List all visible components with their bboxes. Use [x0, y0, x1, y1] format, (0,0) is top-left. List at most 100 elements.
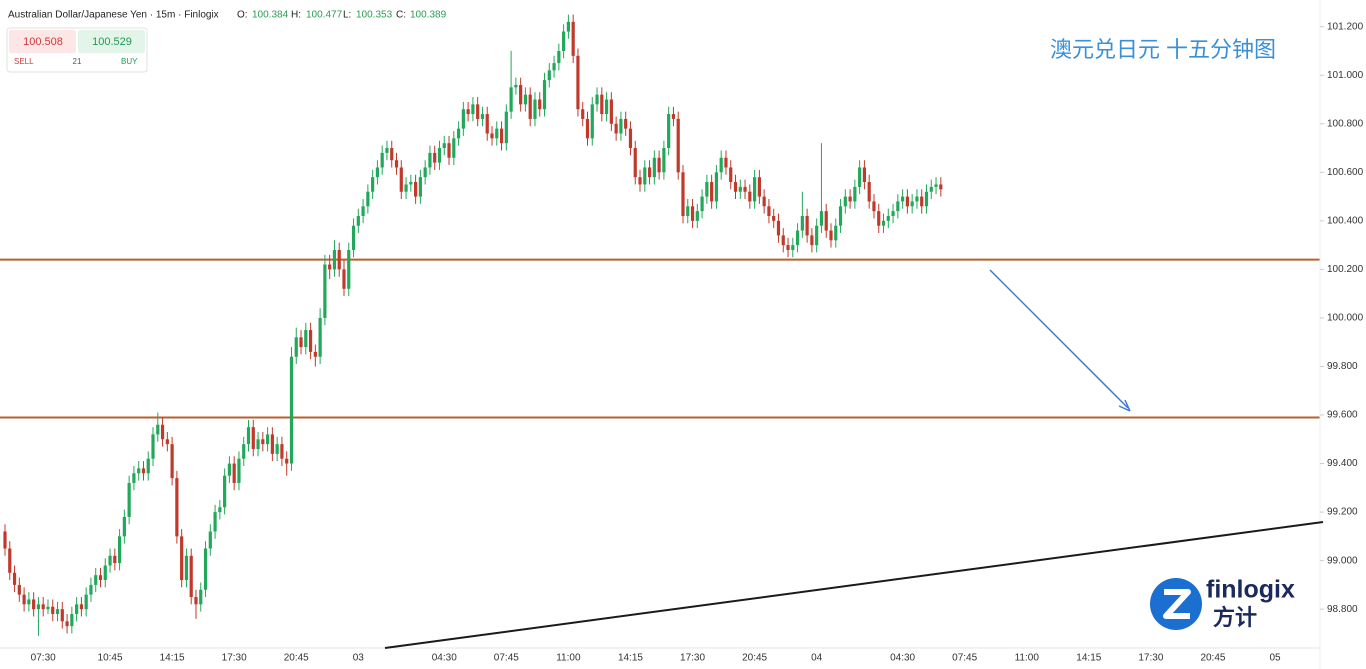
candle-body [270, 434, 274, 454]
x-tick-label: 17:30 [1138, 653, 1163, 664]
chart-title: Australian Dollar/Japanese Yen · 15m · F… [8, 10, 219, 21]
buy-label: BUY [121, 57, 138, 66]
candle-body [328, 264, 332, 270]
candle-body [437, 148, 442, 163]
candle-body [103, 565, 107, 581]
candle-body [891, 211, 895, 216]
candle-body [590, 104, 594, 139]
candle-body [433, 152, 437, 163]
candle-body [829, 230, 833, 241]
candle-body [819, 211, 824, 226]
candle-body [853, 186, 857, 202]
candle-body [939, 184, 943, 190]
candle-body [533, 99, 537, 119]
ohlc-value: 100.384 [252, 10, 289, 21]
candle-body [218, 507, 222, 513]
candle-body [566, 21, 570, 32]
x-tick-label: 05 [1269, 653, 1281, 664]
candle-body [748, 191, 752, 202]
candle-body [896, 201, 900, 212]
candle-body [767, 206, 771, 216]
candle-body [915, 196, 919, 202]
candle-body [576, 55, 580, 110]
candle-body [624, 118, 628, 129]
candle-body [800, 216, 804, 231]
candle-body [27, 599, 31, 605]
buy-button[interactable] [78, 30, 145, 53]
candle-body [208, 531, 212, 549]
candle-body [8, 548, 12, 573]
candle-body [667, 114, 671, 149]
candle-body [552, 63, 556, 71]
x-tick-label: 20:45 [742, 653, 767, 664]
candle-body [824, 211, 828, 231]
candle-body [41, 604, 45, 610]
candle-body [571, 21, 575, 56]
candle-body [156, 424, 160, 435]
candle-body [638, 177, 642, 185]
candle-body [223, 475, 227, 508]
candle-body [647, 167, 652, 178]
candle-body [385, 148, 389, 153]
candle-body [323, 264, 327, 318]
y-tick-label: 100.000 [1327, 313, 1364, 324]
candle-body [542, 80, 547, 110]
candle-body [447, 143, 451, 158]
candle-body [581, 109, 585, 119]
candle-body [743, 186, 747, 192]
candle-body [795, 230, 800, 246]
candle-body [261, 439, 265, 445]
candle-body [51, 606, 55, 615]
y-tick-label: 100.800 [1327, 118, 1364, 129]
candle-body [251, 427, 255, 449]
candle-body [700, 196, 704, 212]
arrow-head [1118, 399, 1131, 412]
candle-body [929, 186, 933, 192]
candle-body [380, 152, 384, 168]
candle-body [557, 50, 561, 64]
candle-body [490, 133, 494, 139]
candle-body [600, 94, 604, 115]
candle-body [442, 143, 446, 149]
candle-body [476, 104, 480, 119]
candle-body [485, 114, 489, 134]
sell-price: 100.508 [23, 36, 63, 48]
candle-body [681, 172, 685, 216]
candle-body [729, 167, 733, 183]
logo-text: finlogix [1206, 576, 1295, 604]
x-tick-label: 04:30 [890, 653, 915, 664]
candle-body [805, 216, 809, 236]
candle-body [404, 184, 408, 192]
candle-body [585, 118, 590, 139]
candle-body [127, 482, 131, 517]
logo-subtext: 方计 [1213, 605, 1257, 630]
y-tick-label: 98.800 [1327, 604, 1358, 615]
y-tick-label: 99.400 [1327, 458, 1358, 469]
y-tick-label: 99.200 [1327, 507, 1358, 518]
candle-body [504, 111, 508, 144]
candle-body [838, 206, 843, 226]
candle-body [595, 94, 599, 105]
x-tick-label: 20:45 [1200, 653, 1225, 664]
candle-body [690, 206, 695, 221]
candle-body [122, 516, 126, 537]
sell-button[interactable] [9, 30, 76, 53]
candle-body [137, 468, 141, 474]
candle-body [55, 609, 60, 615]
candle-body [901, 196, 905, 202]
candle-body [528, 94, 532, 119]
x-tick-label: 07:45 [494, 653, 519, 664]
x-tick-label: 14:15 [1076, 653, 1101, 664]
x-tick-label: 03 [353, 653, 365, 664]
candle-body [151, 434, 155, 459]
y-tick-label: 101.200 [1327, 21, 1364, 32]
x-tick-label: 07:30 [31, 653, 56, 664]
candle-body [285, 458, 289, 464]
candle-body [275, 444, 279, 454]
candle-body [461, 109, 465, 129]
candle-body [872, 201, 876, 212]
candle-body [304, 330, 308, 348]
candle-body [213, 512, 217, 532]
candle-body [877, 211, 881, 226]
